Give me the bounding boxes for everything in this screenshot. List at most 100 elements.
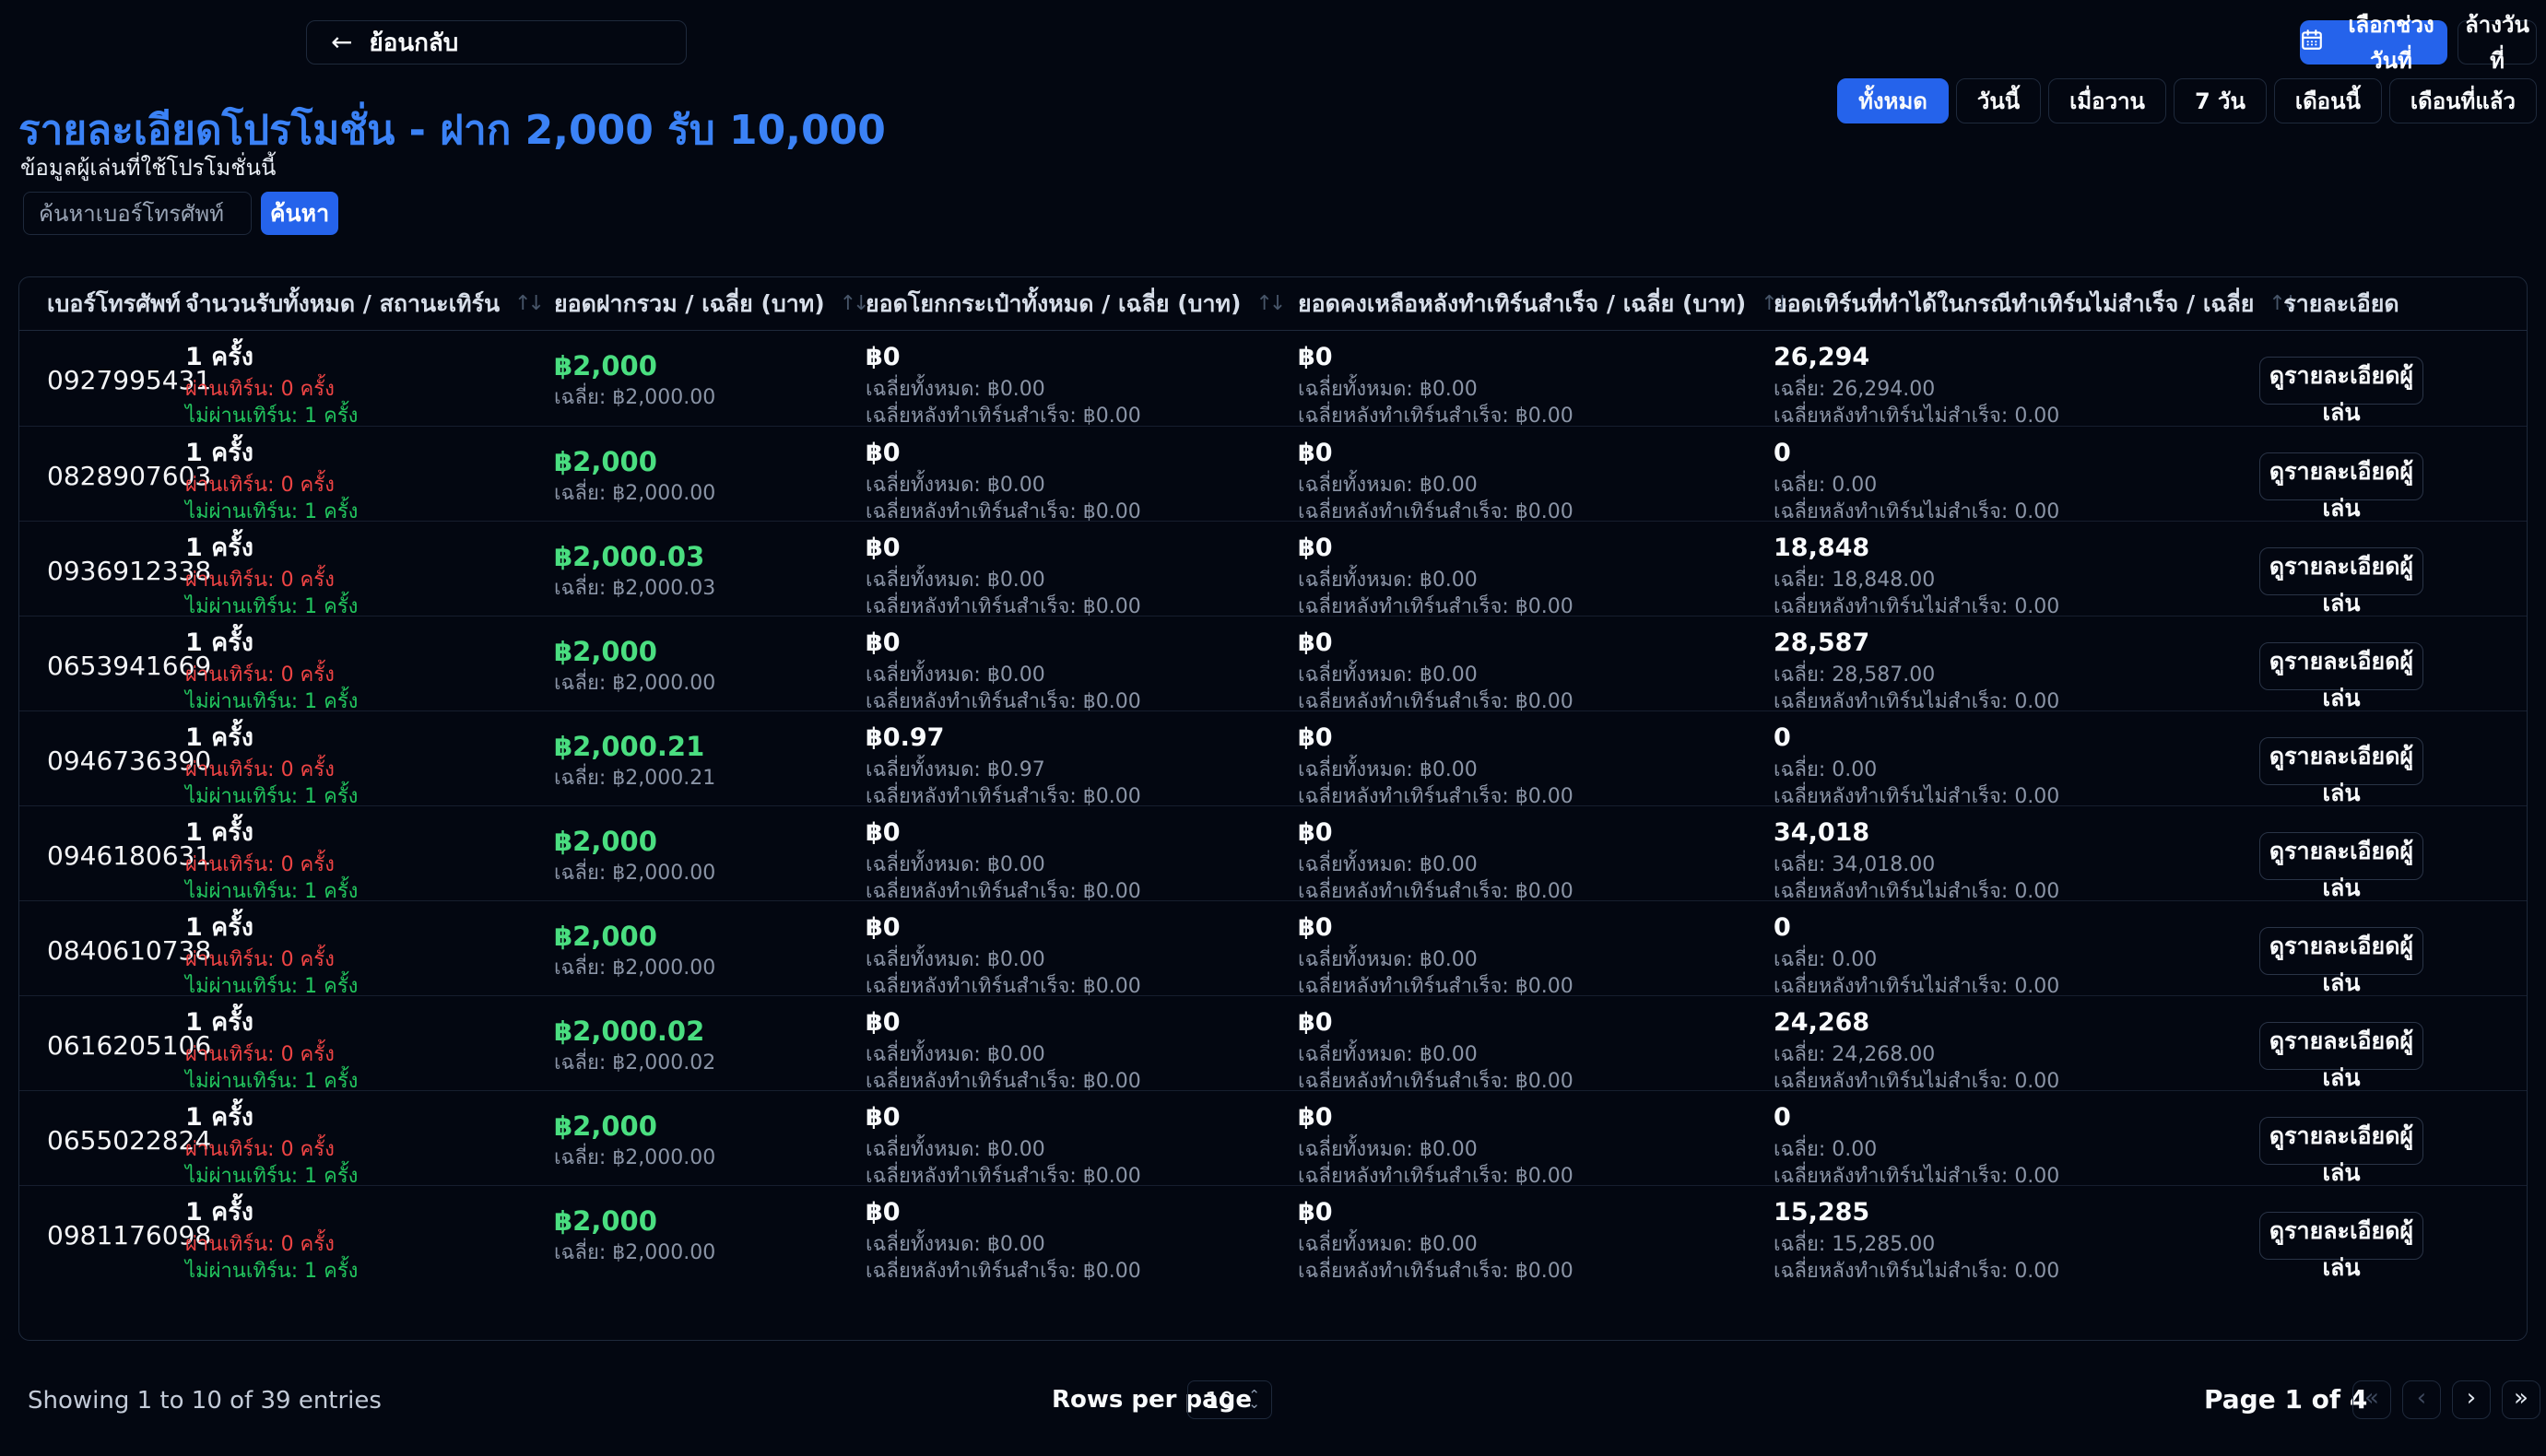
cell-wallet-transfer: ฿0 เฉลี่ยทั้งหมด: ฿0.00 เฉลี่ยหลังทำเทิร…	[866, 1091, 1298, 1190]
wallet-average-all: เฉลี่ยทั้งหมด: ฿0.00	[866, 378, 1045, 401]
view-player-details-button[interactable]: ดูรายละเอียดผู้เล่น	[2259, 641, 2423, 711]
view-player-details-button[interactable]: ดูรายละเอียดผู้เล่น	[2259, 1021, 2423, 1091]
wallet-average-all: เฉลี่ยทั้งหมด: ฿0.00	[866, 663, 1045, 687]
deposit-average: เฉลี่ย: ฿2,000.00	[554, 1146, 716, 1169]
cell-turnover: 28,587 เฉลี่ย: 28,587.00 เฉลี่ยหลังทำเทิ…	[1774, 616, 2259, 715]
cell-receive-status: 1 ครั้ง ผ่านเทิร์น: 0 ครั้ง ไม่ผ่านเทิร์…	[185, 427, 554, 525]
cell-details: ดูรายละเอียดผู้เล่น	[2259, 711, 2527, 810]
turn-passed-count: ผ่านเทิร์น: 0 ครั้ง	[185, 1043, 335, 1066]
previous-page-button[interactable]: ‹	[2402, 1380, 2441, 1419]
view-player-details-button[interactable]: ดูรายละเอียดผู้เล่น	[2259, 356, 2423, 426]
balance-average-all: เฉลี่ยทั้งหมด: ฿0.00	[1298, 1043, 1478, 1066]
cell-phone: 0927995431	[19, 331, 211, 429]
cell-wallet-transfer: ฿0 เฉลี่ยทั้งหมด: ฿0.00 เฉลี่ยหลังทำเทิร…	[866, 522, 1298, 620]
turnover-average: เฉลี่ย: 18,848.00	[1774, 569, 1936, 592]
cell-turnover: 26,294 เฉลี่ย: 26,294.00 เฉลี่ยหลังทำเทิ…	[1774, 331, 2259, 429]
cell-phone: 0828907603	[19, 427, 211, 525]
sort-icon[interactable]: ↑↓	[2269, 292, 2299, 315]
turnover-average: เฉลี่ย: 0.00	[1774, 758, 1878, 781]
clear-date-button[interactable]: ล้างวันที่	[2458, 12, 2537, 74]
last-page-button[interactable]: »	[2502, 1380, 2540, 1419]
sort-icon[interactable]: ↑↓	[839, 292, 870, 315]
deposit-average: เฉลี่ย: ฿2,000.02	[554, 1051, 716, 1074]
header-receive-count[interactable]: จำนวนรับทั้งหมด / สถานะเทิร์น ↑↓	[185, 289, 545, 317]
wallet-average-after-success: เฉลี่ยหลังทำเทิร์นสำเร็จ: ฿0.00	[866, 595, 1141, 618]
filter-today[interactable]: วันนี้	[1955, 78, 2042, 123]
select-date-range-button[interactable]: เลือกช่วงวันที่	[2300, 12, 2447, 74]
view-player-details-button[interactable]: ดูรายละเอียดผู้เล่น	[2259, 831, 2423, 901]
wallet-average-all: เฉลี่ยทั้งหมด: ฿0.00	[866, 948, 1045, 971]
header-deposit-total[interactable]: ยอดฝากรวม / เฉลี่ย (บาท) ↑↓	[554, 289, 870, 317]
view-player-details-button[interactable]: ดูรายละเอียดผู้เล่น	[2259, 1211, 2423, 1281]
search-input[interactable]	[23, 192, 252, 235]
back-button[interactable]: ← ย้อนกลับ	[306, 20, 687, 65]
cell-phone: 0981176098	[19, 1186, 211, 1285]
wallet-average-after-success: เฉลี่ยหลังทำเทิร์นสำเร็จ: ฿0.00	[866, 1165, 1141, 1188]
cell-receive-status: 1 ครั้ง ผ่านเทิร์น: 0 ครั้ง ไม่ผ่านเทิร์…	[185, 996, 554, 1095]
sort-icon[interactable]: ↑↓	[1255, 292, 1286, 315]
header-wallet-total[interactable]: ยอดโยกกระเป๋าทั้งหมด / เฉลี่ย (บาท) ↑↓	[866, 289, 1286, 317]
cell-turnover: 0 เฉลี่ย: 0.00 เฉลี่ยหลังทำเทิร์นไม่สำเร…	[1774, 901, 2259, 1000]
deposit-average: เฉลี่ย: ฿2,000.00	[554, 957, 716, 980]
turn-failed-count: ไม่ผ่านเทิร์น: 1 ครั้ง	[185, 785, 359, 808]
cell-wallet-transfer: ฿0 เฉลี่ยทั้งหมด: ฿0.00 เฉลี่ยหลังทำเทิร…	[866, 331, 1298, 429]
turnover-total: 24,268	[1774, 1008, 1870, 1037]
turnover-average-after-fail: เฉลี่ยหลังทำเทิร์นไม่สำเร็จ: 0.00	[1774, 785, 2060, 808]
balance-average-all: เฉลี่ยทั้งหมด: ฿0.00	[1298, 569, 1478, 592]
turnover-total: 0	[1774, 439, 1791, 467]
turnover-average: เฉลี่ย: 0.00	[1774, 1138, 1878, 1161]
filter-7-days[interactable]: 7 วัน	[2173, 78, 2267, 123]
first-page-button[interactable]: «	[2352, 1380, 2391, 1419]
sort-icon[interactable]: ↑↓	[514, 292, 545, 315]
cell-receive-status: 1 ครั้ง ผ่านเทิร์น: 0 ครั้ง ไม่ผ่านเทิร์…	[185, 711, 554, 810]
cell-balance: ฿0 เฉลี่ยทั้งหมด: ฿0.00 เฉลี่ยหลังทำเทิร…	[1298, 427, 1774, 525]
turnover-average-after-fail: เฉลี่ยหลังทำเทิร์นไม่สำเร็จ: 0.00	[1774, 880, 2060, 903]
cell-balance: ฿0 เฉลี่ยทั้งหมด: ฿0.00 เฉลี่ยหลังทำเทิร…	[1298, 806, 1774, 905]
deposit-average: เฉลี่ย: ฿2,000.00	[554, 386, 716, 409]
cell-deposit: ฿2,000 เฉลี่ย: ฿2,000.00	[554, 1091, 866, 1190]
cell-deposit: ฿2,000.02 เฉลี่ย: ฿2,000.02	[554, 996, 866, 1095]
wallet-average-after-success: เฉลี่ยหลังทำเทิร์นสำเร็จ: ฿0.00	[866, 880, 1141, 903]
rows-per-page-select[interactable]: 10 ⌃ ⌄	[1187, 1380, 1272, 1419]
sort-icon[interactable]: ↑↓	[1761, 292, 1791, 315]
search-button[interactable]: ค้นหา	[261, 192, 338, 235]
deposit-total: ฿2,000	[554, 350, 657, 382]
header-balance-after-turn[interactable]: ยอดคงเหลือหลังทำเทิร์นสำเร็จ / เฉลี่ย (บ…	[1298, 289, 1791, 317]
filter-yesterday[interactable]: เมื่อวาน	[2048, 78, 2166, 123]
view-player-details-button[interactable]: ดูรายละเอียดผู้เล่น	[2259, 926, 2423, 996]
cell-turnover: 0 เฉลี่ย: 0.00 เฉลี่ยหลังทำเทิร์นไม่สำเร…	[1774, 427, 2259, 525]
cell-details: ดูรายละเอียดผู้เล่น	[2259, 331, 2527, 429]
turn-passed-count: ผ่านเทิร์น: 0 ครั้ง	[185, 474, 335, 497]
cell-balance: ฿0 เฉลี่ยทั้งหมด: ฿0.00 เฉลี่ยหลังทำเทิร…	[1298, 901, 1774, 1000]
back-button-label: ย้อนกลับ	[369, 29, 459, 57]
next-page-button[interactable]: ›	[2452, 1380, 2491, 1419]
cell-turnover: 24,268 เฉลี่ย: 24,268.00 เฉลี่ยหลังทำเทิ…	[1774, 996, 2259, 1095]
turn-passed-count: ผ่านเทิร์น: 0 ครั้ง	[185, 758, 335, 781]
cell-receive-status: 1 ครั้ง ผ่านเทิร์น: 0 ครั้ง ไม่ผ่านเทิร์…	[185, 331, 554, 429]
table-row: 0927995431 1 ครั้ง ผ่านเทิร์น: 0 ครั้ง ไ…	[19, 331, 2527, 429]
wallet-total: ฿0	[866, 1103, 901, 1132]
cell-turnover: 34,018 เฉลี่ย: 34,018.00 เฉลี่ยหลังทำเทิ…	[1774, 806, 2259, 905]
turn-passed-count: ผ่านเทิร์น: 0 ครั้ง	[185, 853, 335, 876]
filter-all[interactable]: ทั้งหมด	[1837, 78, 1949, 123]
filter-last-month[interactable]: เดือนที่แล้ว	[2388, 78, 2537, 123]
select-date-range-label: เลือกช่วงวันที่	[2348, 12, 2434, 74]
filter-this-month[interactable]: เดือนนี้	[2273, 78, 2382, 123]
balance-average-after-success: เฉลี่ยหลังทำเทิร์นสำเร็จ: ฿0.00	[1298, 1070, 1574, 1093]
entries-summary: Showing 1 to 10 of 39 entries	[28, 1387, 382, 1415]
header-turnover-on-fail[interactable]: ยอดเทิร์นที่ทำได้ในกรณีทำเทิร์นไม่สำเร็จ…	[1774, 289, 2299, 317]
balance-total: ฿0	[1298, 343, 1333, 371]
cell-deposit: ฿2,000 เฉลี่ย: ฿2,000.00	[554, 806, 866, 905]
balance-average-all: เฉลี่ยทั้งหมด: ฿0.00	[1298, 853, 1478, 876]
cell-deposit: ฿2,000.03 เฉลี่ย: ฿2,000.03	[554, 522, 866, 620]
balance-average-all: เฉลี่ยทั้งหมด: ฿0.00	[1298, 758, 1478, 781]
view-player-details-button[interactable]: ดูรายละเอียดผู้เล่น	[2259, 1116, 2423, 1186]
turn-failed-count: ไม่ผ่านเทิร์น: 1 ครั้ง	[185, 1070, 359, 1093]
cell-receive-status: 1 ครั้ง ผ่านเทิร์น: 0 ครั้ง ไม่ผ่านเทิร์…	[185, 901, 554, 1000]
phone-number: 0946736390	[47, 746, 212, 776]
view-player-details-button[interactable]: ดูรายละเอียดผู้เล่น	[2259, 546, 2423, 616]
cell-wallet-transfer: ฿0 เฉลี่ยทั้งหมด: ฿0.00 เฉลี่ยหลังทำเทิร…	[866, 806, 1298, 905]
turn-failed-count: ไม่ผ่านเทิร์น: 1 ครั้ง	[185, 1165, 359, 1188]
view-player-details-button[interactable]: ดูรายละเอียดผู้เล่น	[2259, 452, 2423, 522]
view-player-details-button[interactable]: ดูรายละเอียดผู้เล่น	[2259, 736, 2423, 806]
